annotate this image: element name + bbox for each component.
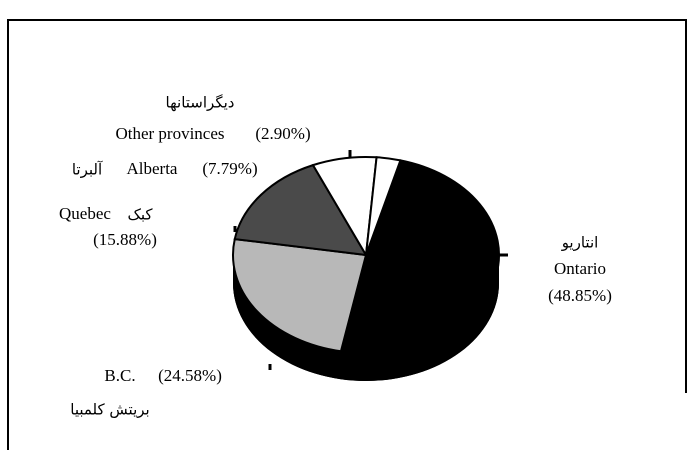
value-label: (24.58%) <box>158 366 222 385</box>
category-label: Alberta <box>127 159 178 178</box>
frame <box>7 19 687 450</box>
category-label-fa: بریتش کلمبیا <box>70 401 149 419</box>
pie-slice <box>232 237 368 353</box>
leader <box>233 150 508 370</box>
pie-slice <box>365 156 402 256</box>
category-label: Other provinces <box>115 124 224 143</box>
value-label: (7.79%) <box>202 159 257 178</box>
category-label-fa: کبک <box>127 206 153 224</box>
category-label-fa: دیگراستانها <box>166 94 235 112</box>
category-label: B.C. <box>104 366 135 385</box>
value-label: (2.90%) <box>255 124 310 143</box>
category-label-fa: انتاریو <box>561 234 599 252</box>
pie-slice <box>339 159 500 354</box>
value-label: (15.88%) <box>93 230 157 249</box>
value-label: (48.85%) <box>548 286 612 305</box>
pie-slice <box>233 163 368 257</box>
category-label: Ontario <box>554 259 606 278</box>
category-label-fa: آلبرتا <box>72 161 103 179</box>
category-label: Quebec <box>59 204 111 223</box>
